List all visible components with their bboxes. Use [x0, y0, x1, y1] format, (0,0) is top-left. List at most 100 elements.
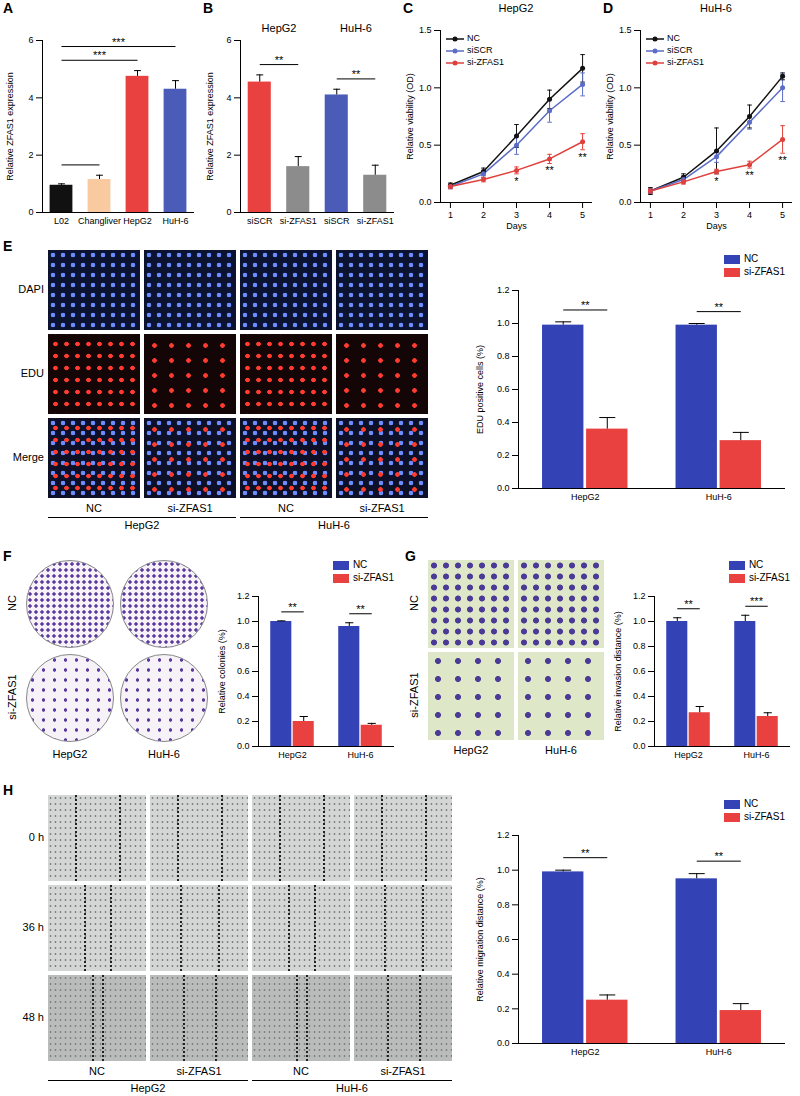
svg-text:6: 6 — [226, 35, 231, 45]
svg-text:2: 2 — [481, 210, 486, 220]
svg-text:HepG2: HepG2 — [278, 750, 307, 760]
svg-text:siSCR: siSCR — [247, 216, 273, 226]
svg-text:HuH-6: HuH-6 — [340, 22, 372, 34]
svg-text:0: 0 — [226, 207, 231, 217]
svg-text:Days: Days — [506, 221, 527, 231]
svg-text:0.0: 0.0 — [497, 1038, 510, 1048]
svg-text:1: 1 — [648, 210, 653, 220]
svg-text:0.0: 0.0 — [619, 197, 632, 207]
svg-text:Relative viability (OD): Relative viability (OD) — [605, 73, 615, 160]
svg-text:Relative migration distance (%: Relative migration distance (%) — [475, 877, 485, 1002]
svg-text:siSCR: siSCR — [324, 216, 350, 226]
svg-text:Relative ZFAS1 expression: Relative ZFAS1 expression — [205, 72, 215, 181]
svg-text:HuH-6: HuH-6 — [706, 492, 732, 502]
svg-text:Changliver: Changliver — [78, 216, 121, 226]
svg-text:Relative ZFAS1 expression: Relative ZFAS1 expression — [5, 72, 15, 181]
svg-text:**: ** — [352, 68, 361, 80]
svg-text:Days: Days — [706, 221, 727, 231]
svg-text:HepG2: HepG2 — [123, 216, 152, 226]
svg-text:**: ** — [545, 164, 554, 176]
svg-text:0.6: 0.6 — [497, 384, 510, 394]
svg-text:0.4: 0.4 — [497, 969, 510, 979]
svg-text:HepG2: HepG2 — [571, 1047, 600, 1057]
svg-text:1.2: 1.2 — [237, 591, 250, 601]
svg-text:Relative colonies (%): Relative colonies (%) — [217, 629, 227, 714]
svg-text:Relative viability (OD): Relative viability (OD) — [405, 73, 415, 160]
svg-text:0.2: 0.2 — [237, 716, 250, 726]
svg-text:1.0: 1.0 — [497, 318, 510, 328]
svg-text:***: *** — [750, 595, 764, 607]
svg-text:1.2: 1.2 — [497, 285, 510, 295]
svg-text:0.2: 0.2 — [497, 450, 510, 460]
svg-text:0.4: 0.4 — [237, 691, 250, 701]
svg-text:*: * — [714, 175, 719, 187]
svg-text:3: 3 — [714, 210, 719, 220]
svg-text:3: 3 — [514, 210, 519, 220]
svg-text:0.4: 0.4 — [633, 691, 646, 701]
svg-text:0.5: 0.5 — [419, 140, 432, 150]
svg-text:1.5: 1.5 — [619, 25, 632, 35]
svg-text:1.0: 1.0 — [419, 83, 432, 93]
svg-text:**: ** — [581, 847, 590, 859]
svg-text:4: 4 — [547, 210, 552, 220]
svg-text:0.8: 0.8 — [633, 641, 646, 651]
svg-text:4: 4 — [28, 93, 33, 103]
svg-text:0.0: 0.0 — [419, 197, 432, 207]
svg-text:L02: L02 — [54, 216, 69, 226]
svg-text:**: ** — [578, 151, 587, 163]
svg-text:HepG2: HepG2 — [571, 492, 600, 502]
svg-text:si-ZFAS1: si-ZFAS1 — [357, 216, 394, 226]
svg-text:**: ** — [714, 301, 723, 313]
svg-text:0.8: 0.8 — [497, 351, 510, 361]
svg-text:0.2: 0.2 — [497, 1004, 510, 1014]
svg-text:**: ** — [745, 169, 754, 181]
svg-text:1.2: 1.2 — [633, 591, 646, 601]
svg-text:0: 0 — [28, 207, 33, 217]
svg-text:0.4: 0.4 — [497, 417, 510, 427]
svg-text:0.0: 0.0 — [633, 741, 646, 751]
svg-text:4: 4 — [226, 93, 231, 103]
svg-text:0.6: 0.6 — [497, 934, 510, 944]
svg-text:HuH-6: HuH-6 — [347, 750, 373, 760]
svg-text:5: 5 — [780, 210, 785, 220]
svg-text:1: 1 — [448, 210, 453, 220]
svg-text:***: *** — [112, 36, 126, 48]
svg-text:**: ** — [778, 154, 787, 166]
svg-text:HepG2: HepG2 — [262, 22, 297, 34]
svg-text:5: 5 — [580, 210, 585, 220]
svg-text:0.2: 0.2 — [633, 716, 646, 726]
svg-text:2: 2 — [681, 210, 686, 220]
svg-text:HuH-6: HuH-6 — [706, 1047, 732, 1057]
svg-text:0.8: 0.8 — [497, 900, 510, 910]
svg-text:1.0: 1.0 — [497, 865, 510, 875]
svg-text:**: ** — [356, 603, 365, 615]
svg-text:2: 2 — [226, 150, 231, 160]
svg-text:***: *** — [93, 49, 107, 61]
svg-text:1.0: 1.0 — [619, 83, 632, 93]
svg-text:0.5: 0.5 — [619, 140, 632, 150]
svg-text:**: ** — [714, 850, 723, 862]
svg-text:**: ** — [275, 54, 284, 66]
svg-text:0.0: 0.0 — [237, 741, 250, 751]
svg-text:HuH-6: HuH-6 — [743, 750, 769, 760]
svg-text:6: 6 — [28, 35, 33, 45]
svg-text:EDU positive cells (%): EDU positive cells (%) — [475, 345, 485, 434]
svg-text:0.6: 0.6 — [237, 666, 250, 676]
svg-text:Relative invasion distance (%): Relative invasion distance (%) — [613, 611, 623, 732]
svg-text:1.5: 1.5 — [419, 25, 432, 35]
svg-text:4: 4 — [747, 210, 752, 220]
svg-text:**: ** — [288, 601, 297, 613]
svg-text:HuH-6: HuH-6 — [162, 216, 188, 226]
svg-text:**: ** — [684, 598, 693, 610]
svg-text:si-ZFAS1: si-ZFAS1 — [280, 216, 317, 226]
svg-text:0.6: 0.6 — [633, 666, 646, 676]
svg-text:1.0: 1.0 — [633, 616, 646, 626]
svg-text:*: * — [514, 175, 519, 187]
svg-text:1.2: 1.2 — [497, 830, 510, 840]
svg-text:2: 2 — [28, 150, 33, 160]
svg-text:**: ** — [581, 299, 590, 311]
svg-text:1.0: 1.0 — [237, 616, 250, 626]
svg-text:HepG2: HepG2 — [674, 750, 703, 760]
svg-text:0.8: 0.8 — [237, 641, 250, 651]
svg-text:0.0: 0.0 — [497, 483, 510, 493]
